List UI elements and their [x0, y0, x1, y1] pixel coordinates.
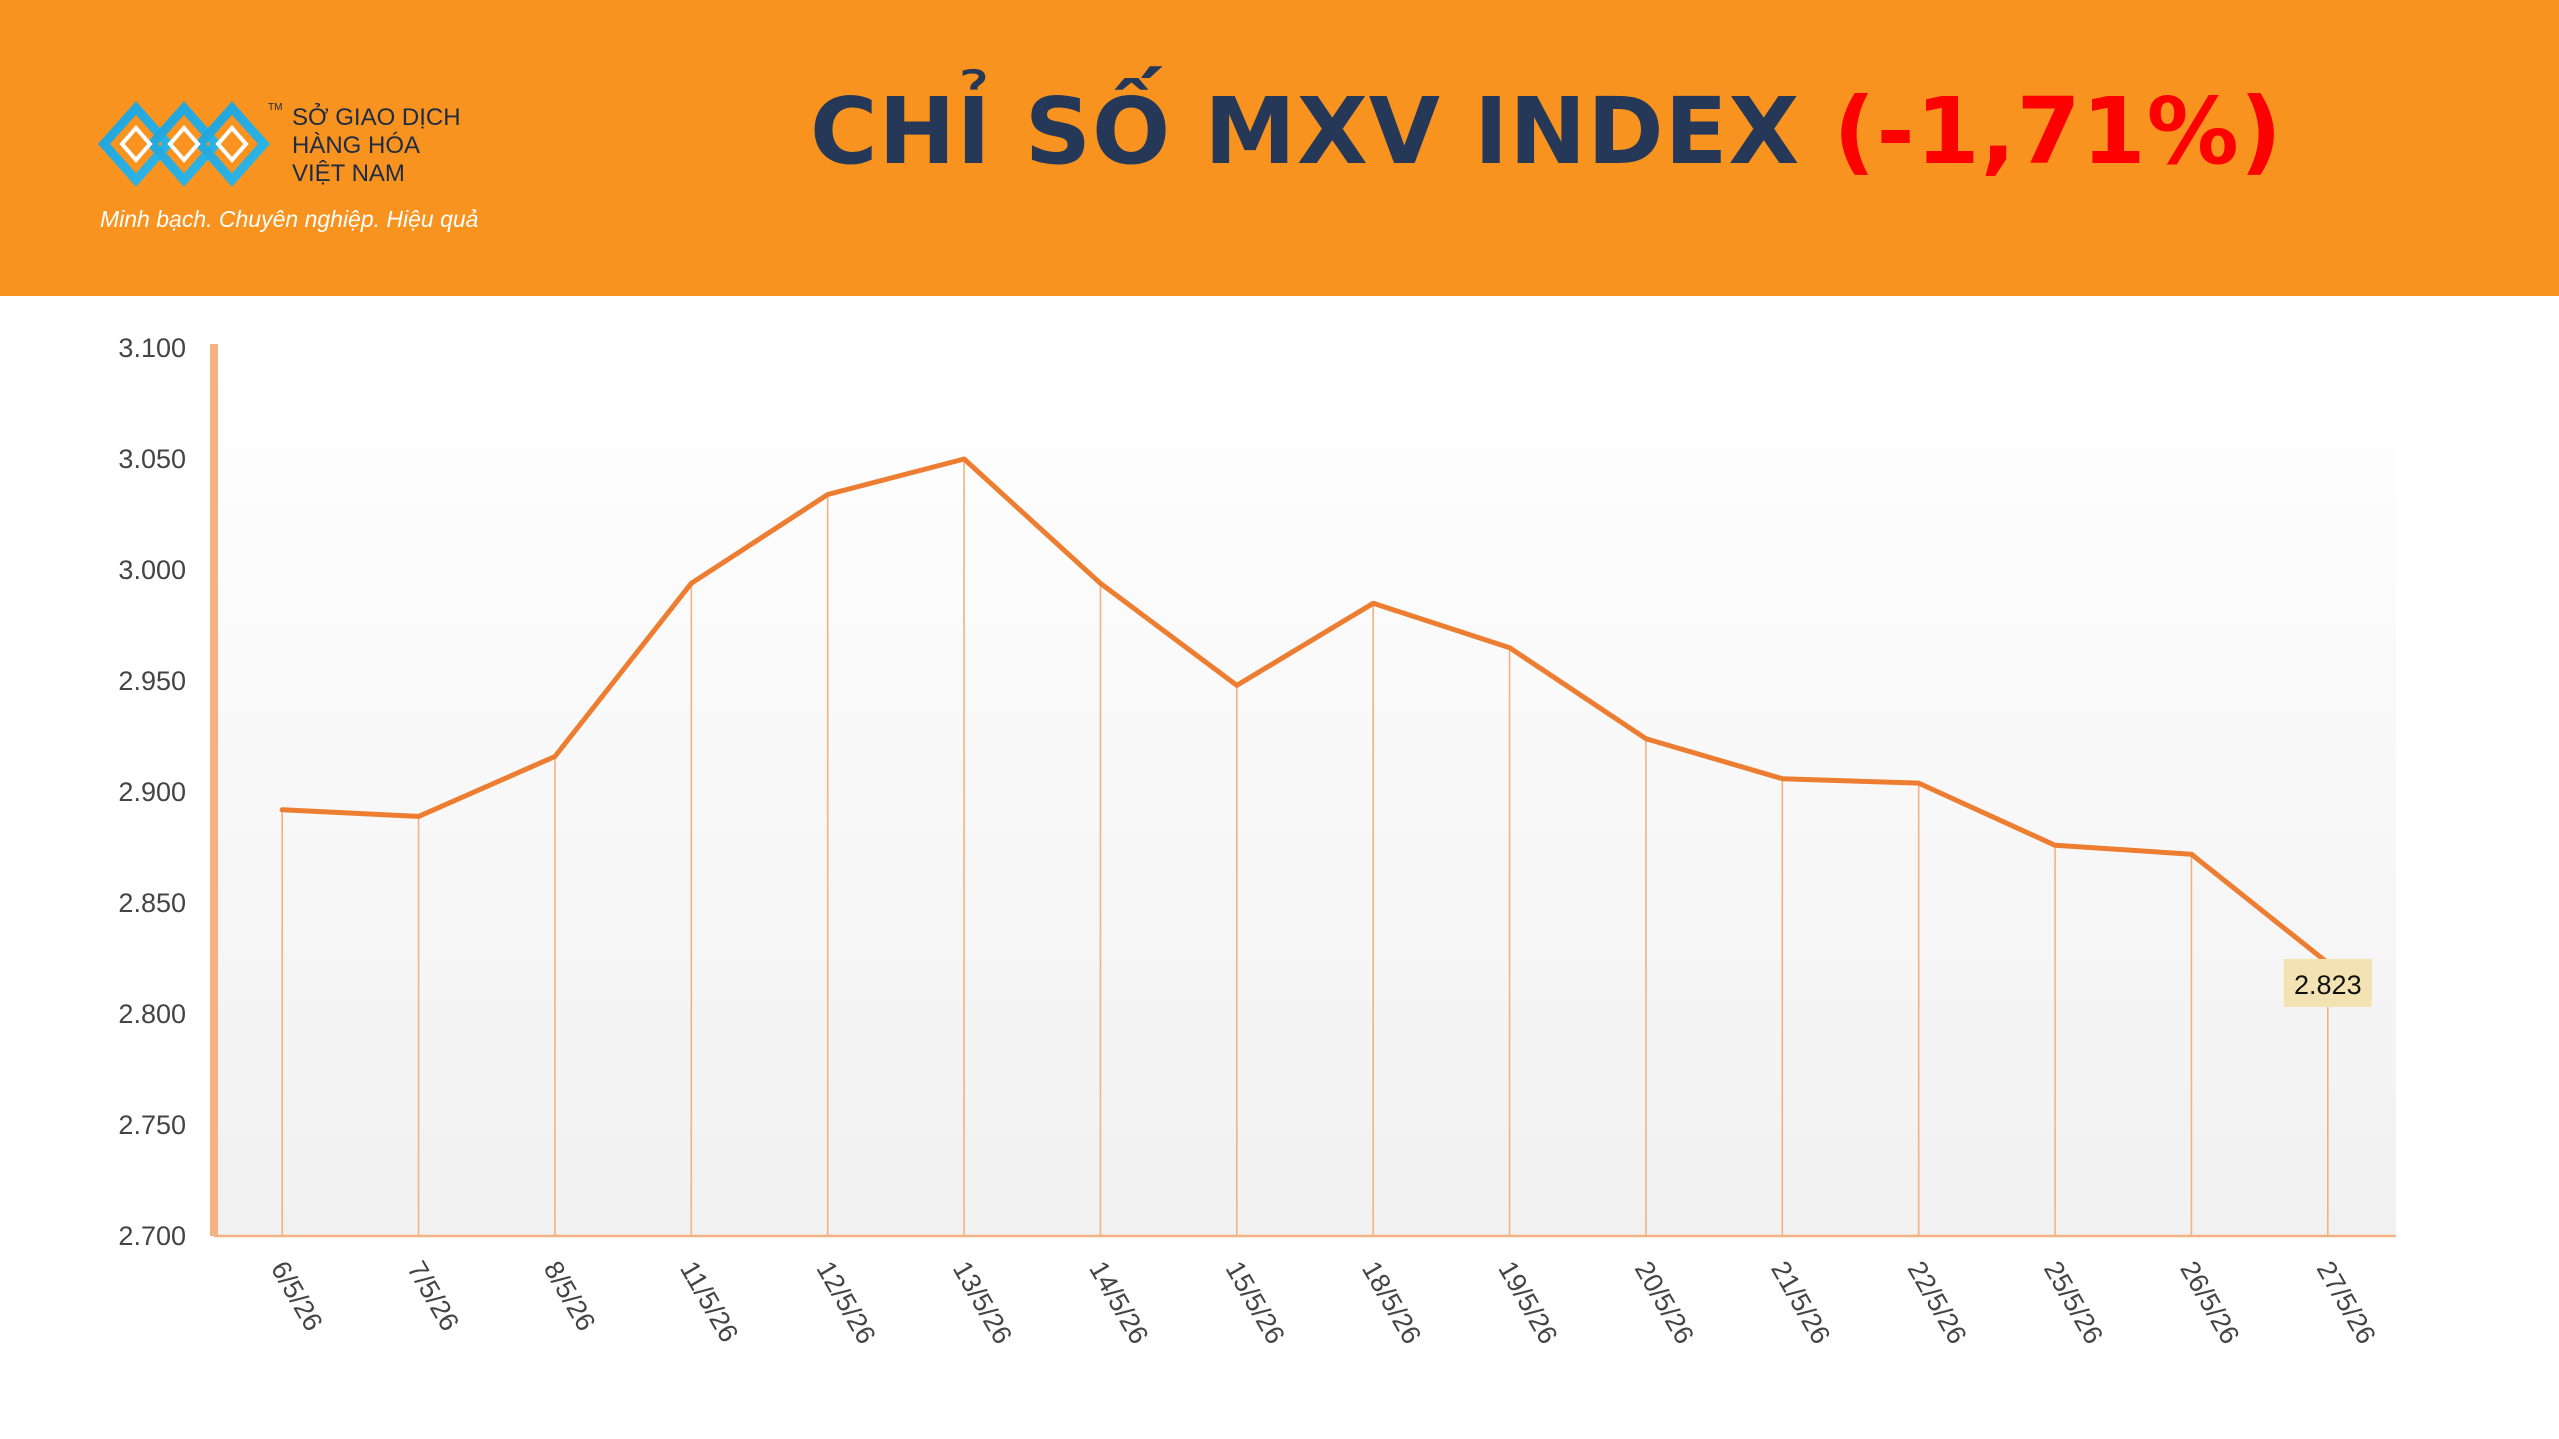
x-tick-label: 25/5/26: [2038, 1256, 2109, 1349]
logo-text-line-3: VIỆT NAM: [292, 160, 405, 187]
x-tick-label: 18/5/26: [1356, 1256, 1427, 1349]
y-tick-label: 2.800: [118, 999, 186, 1029]
y-tick-label: 2.950: [118, 666, 186, 696]
trademark-mark: TM: [268, 102, 283, 113]
title-change-percent: (-1,71%): [1833, 78, 2283, 185]
y-tick-label: 3.050: [118, 444, 186, 474]
x-tick-label: 11/5/26: [674, 1256, 744, 1347]
mxv-logo-icon: [97, 101, 271, 187]
data-label: 2.823: [2294, 970, 2362, 1000]
x-tick-label: 21/5/26: [1765, 1256, 1836, 1349]
x-tick-label: 15/5/26: [1220, 1256, 1291, 1349]
data-label-box: [2283, 958, 2372, 1007]
y-tick-label: 3.100: [118, 333, 186, 363]
header-banner: TM SỞ GIAO DỊCH HÀNG HÓA VIỆT NAM Minh b…: [0, 0, 2559, 296]
plot-area: [214, 348, 2396, 1236]
y-tick-label: 2.900: [118, 777, 186, 807]
title-main: CHỈ SỐ MXV INDEX: [810, 78, 1801, 185]
x-tick-label: 12/5/26: [810, 1256, 881, 1349]
x-tick-label: 13/5/26: [947, 1256, 1018, 1349]
logo-text-line-1: SỞ GIAO DỊCH: [292, 104, 461, 131]
x-tick-label: 6/5/26: [265, 1256, 329, 1336]
mxv-logo: TM SỞ GIAO DỊCH HÀNG HÓA VIỆT NAM Minh b…: [96, 96, 496, 246]
x-tick-label: 7/5/26: [401, 1256, 465, 1336]
logo-text-line-2: HÀNG HÓA: [292, 132, 421, 159]
x-tick-label: 26/5/26: [2174, 1256, 2245, 1349]
x-tick-label: 27/5/26: [2311, 1256, 2382, 1349]
series-line: [279, 456, 2331, 966]
mxv-index-line-chart: 2.700 2.750 2.800 2.850 2.900 2.950 3.000 3.050…: [118, 333, 2396, 1349]
x-tick-label: 19/5/26: [1492, 1256, 1563, 1349]
page-title: CHỈ SỐ MXV INDEX (-1,71%): [810, 78, 2283, 185]
x-tick-label: 8/5/26: [538, 1256, 602, 1336]
y-tick-label: 2.750: [118, 1110, 186, 1140]
x-tick-label: 20/5/26: [1629, 1256, 1700, 1349]
x-tick-label: 22/5/26: [1901, 1256, 1972, 1349]
x-tick-label: 14/5/26: [1083, 1256, 1154, 1349]
y-tick-label: 3.000: [118, 555, 186, 585]
y-tick-label: 2.700: [118, 1221, 186, 1251]
y-tick-label: 2.850: [118, 888, 186, 918]
logo-slogan: Minh bạch. Chuyên nghiệp. Hiệu quả: [100, 206, 479, 232]
